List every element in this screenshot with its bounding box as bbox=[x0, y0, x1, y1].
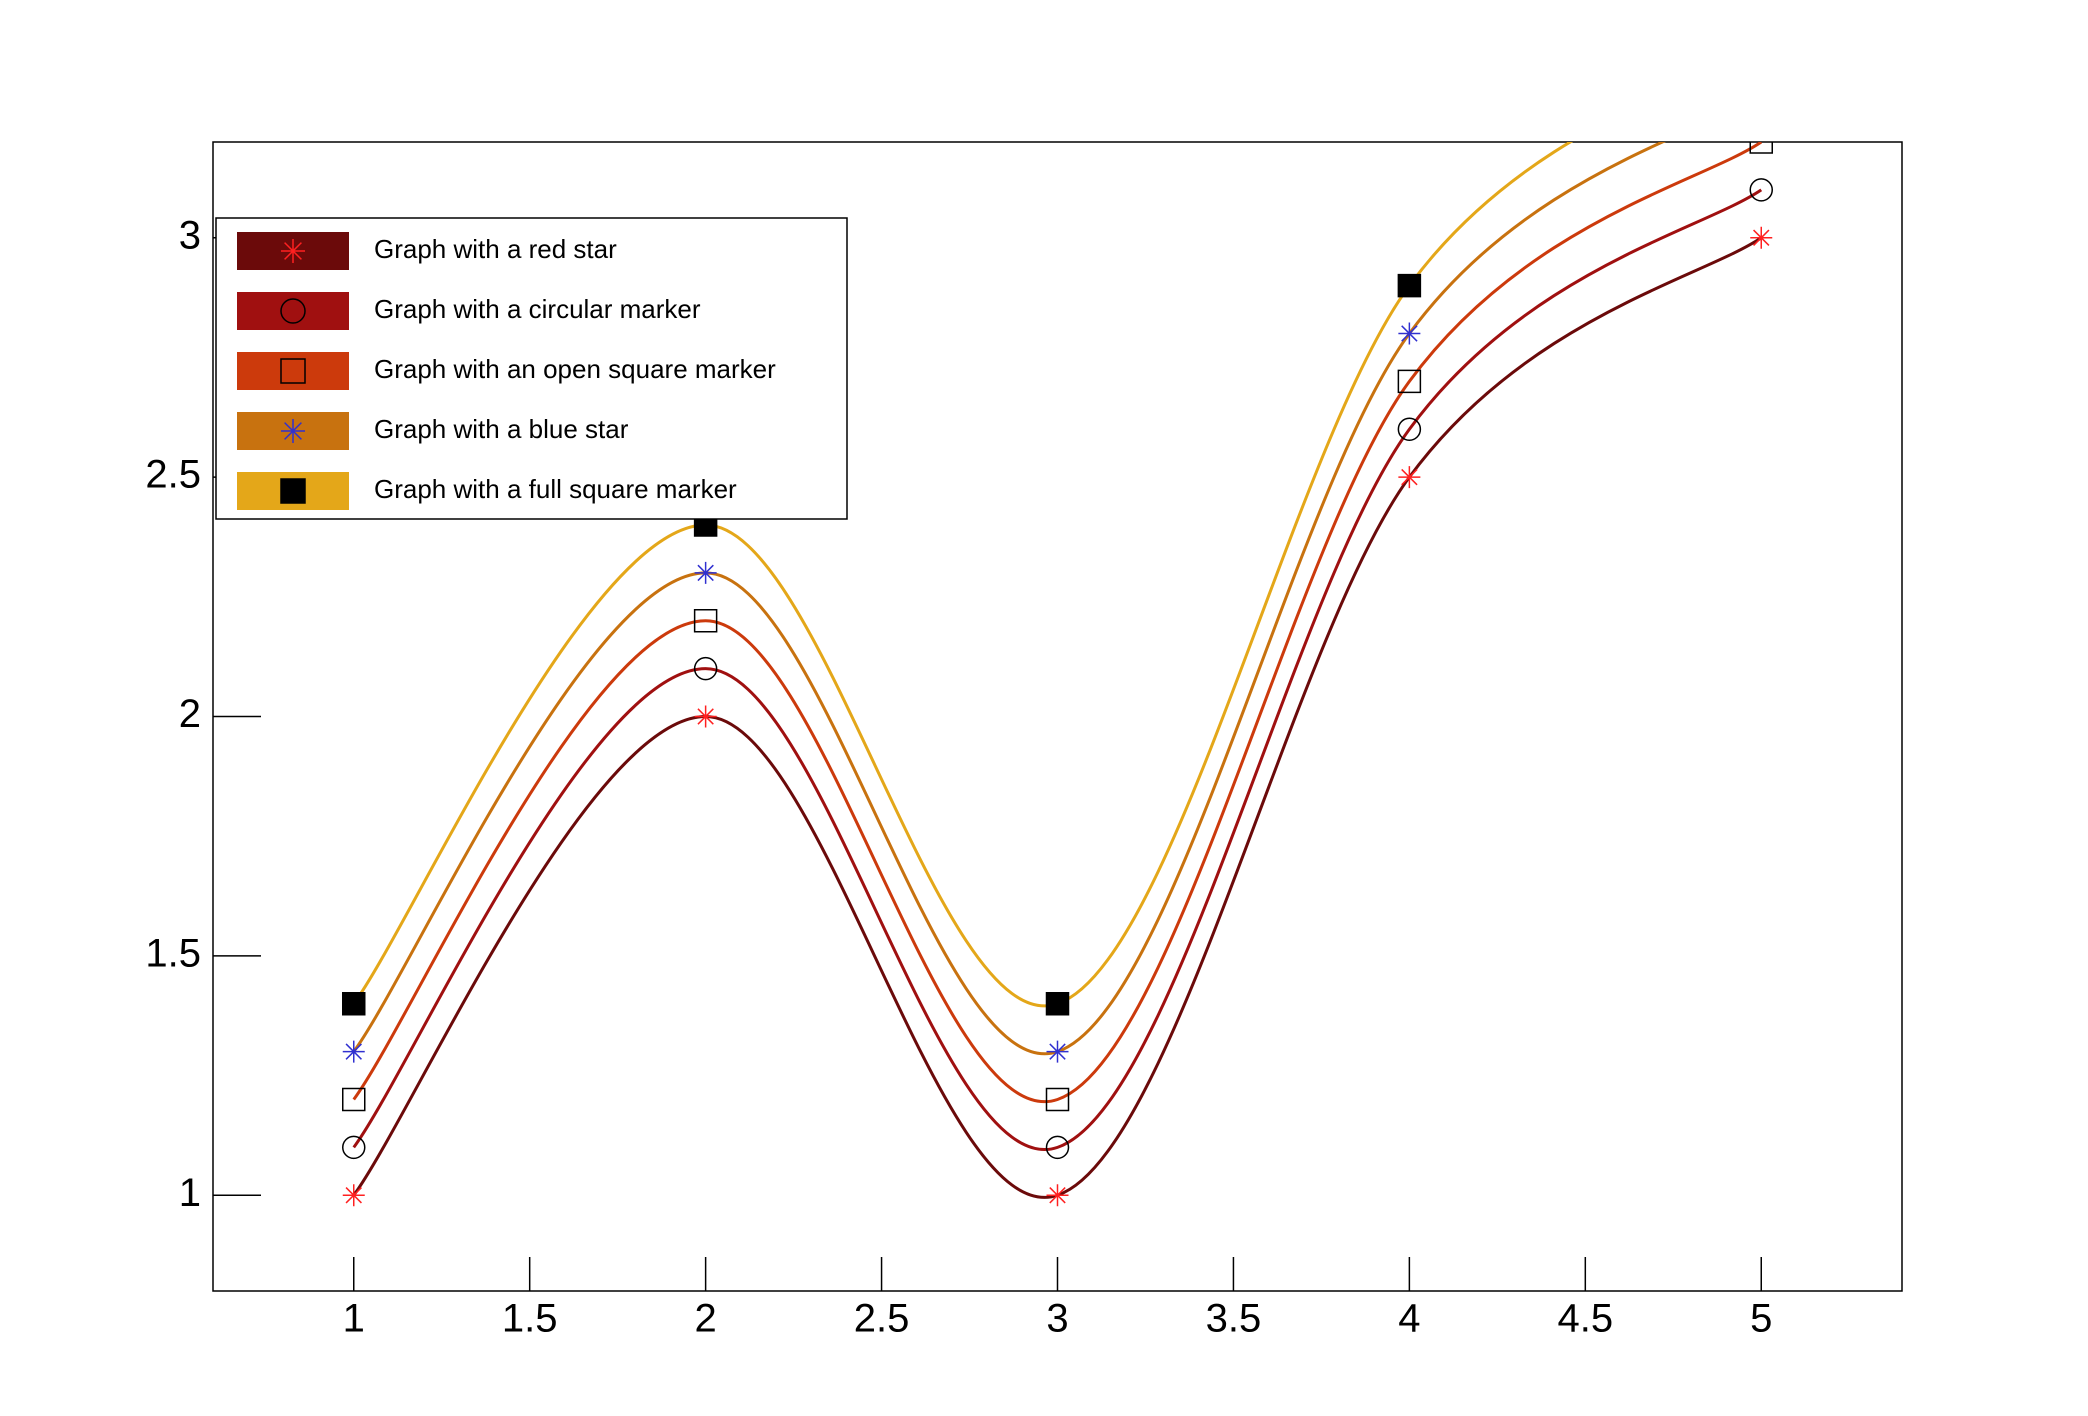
marker-full-square bbox=[342, 992, 366, 1016]
marker-open-square bbox=[342, 1087, 366, 1112]
marker-stroke bbox=[1049, 1043, 1066, 1060]
y-tick-label: 3 bbox=[179, 213, 201, 257]
marker-star bbox=[281, 419, 305, 443]
x-tick-label: 1 bbox=[343, 1297, 365, 1341]
y-tick-label: 1 bbox=[179, 1171, 201, 1215]
marker-full-square bbox=[1045, 992, 1070, 1016]
y-tick-label: 1.5 bbox=[145, 931, 201, 975]
marker-circle bbox=[342, 1135, 366, 1160]
marker-star bbox=[281, 239, 305, 263]
marker-star bbox=[1398, 322, 1421, 345]
x-tick-label: 3.5 bbox=[1206, 1297, 1262, 1341]
marker-star bbox=[694, 705, 717, 728]
marker-stroke bbox=[697, 708, 714, 725]
x-tick-label: 5 bbox=[1750, 1297, 1772, 1341]
marker-stroke bbox=[284, 422, 302, 440]
marker-circle bbox=[280, 298, 306, 324]
marker-open-square bbox=[280, 358, 306, 384]
x-tick-label: 4 bbox=[1398, 1297, 1420, 1341]
x-tick-label: 1.5 bbox=[502, 1297, 558, 1341]
x-tick-label: 2.5 bbox=[854, 1297, 910, 1341]
curves bbox=[342, 35, 1773, 1207]
legend-label: Graph with an open square marker bbox=[374, 354, 776, 384]
legend-swatch bbox=[237, 352, 349, 390]
legend: Graph with a red star Graph with a circul… bbox=[215, 217, 848, 520]
marker-full-square bbox=[280, 478, 306, 504]
marker-star bbox=[1046, 1040, 1069, 1063]
marker-open-square bbox=[1397, 369, 1422, 394]
marker-open-square bbox=[1045, 1087, 1070, 1112]
marker-stroke bbox=[1401, 325, 1418, 342]
marker-stroke bbox=[1754, 86, 1769, 101]
marker-star bbox=[342, 1184, 365, 1207]
marker-open-square bbox=[693, 609, 718, 633]
marker-circle bbox=[1397, 417, 1422, 441]
marker-stroke bbox=[1049, 1187, 1066, 1204]
series-line bbox=[352, 142, 1574, 1008]
legend-label: Graph with a full square marker bbox=[374, 474, 737, 504]
marker-circle bbox=[693, 656, 718, 681]
marker-star bbox=[342, 1040, 365, 1063]
marker-star bbox=[1398, 466, 1421, 489]
marker-star bbox=[1750, 83, 1772, 105]
legend-label: Graph with a red star bbox=[374, 234, 617, 264]
legend-label: Graph with a blue star bbox=[374, 414, 629, 444]
y-tick-label: 2.5 bbox=[145, 453, 201, 497]
marker-stroke bbox=[1754, 86, 1769, 101]
series-line bbox=[352, 188, 1763, 1152]
marker-circle bbox=[1045, 1135, 1070, 1160]
y-tick-label: 2 bbox=[179, 692, 201, 736]
legend-swatch bbox=[237, 292, 349, 330]
marker-stroke bbox=[1401, 468, 1418, 486]
marker-stroke bbox=[1753, 229, 1770, 246]
marker-stroke bbox=[697, 564, 714, 582]
marker-star bbox=[1750, 226, 1773, 249]
marker-open-square bbox=[1749, 142, 1773, 154]
marker-circle bbox=[1749, 178, 1773, 202]
marker-stroke bbox=[345, 1043, 362, 1060]
marker-stroke bbox=[345, 1187, 362, 1204]
x-tick-label: 4.5 bbox=[1558, 1297, 1614, 1341]
x-tick-label: 3 bbox=[1046, 1297, 1068, 1341]
marker-full-square bbox=[1397, 273, 1422, 298]
series-line bbox=[352, 142, 1763, 1104]
marker-full-square bbox=[1750, 35, 1772, 57]
marker-star bbox=[694, 561, 717, 584]
legend-label: Graph with a circular marker bbox=[374, 294, 701, 324]
x-tick-label: 2 bbox=[695, 1297, 717, 1341]
marker-star bbox=[1046, 1184, 1069, 1207]
marker-stroke bbox=[284, 242, 302, 260]
